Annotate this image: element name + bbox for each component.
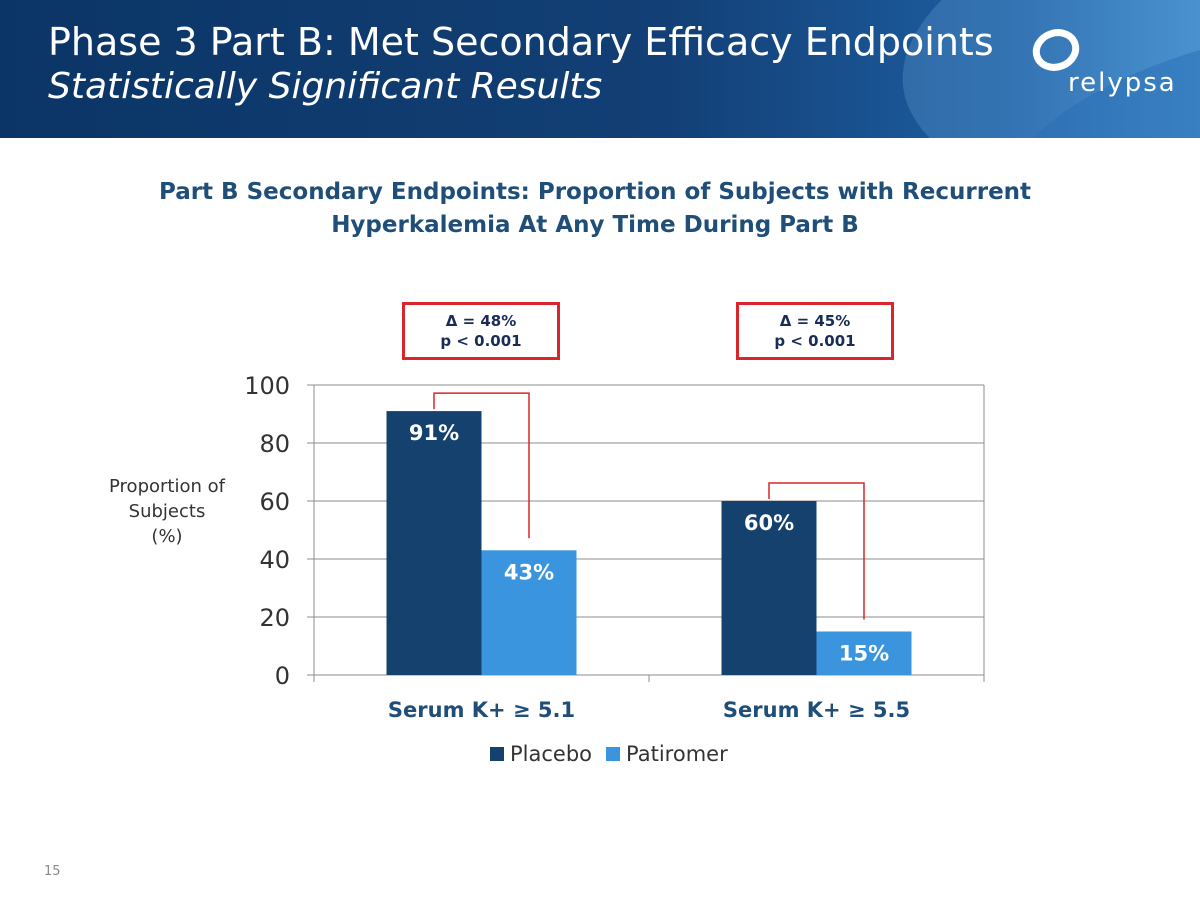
y-tick-label: 40 bbox=[259, 546, 290, 574]
y-axis-label: Proportion of Subjects (%) bbox=[92, 474, 242, 549]
y-axis-label-line: (%) bbox=[151, 526, 183, 547]
bar-placebo bbox=[721, 501, 817, 675]
p-value-text: p < 0.001 bbox=[774, 332, 856, 350]
y-tick-label: 60 bbox=[259, 488, 290, 516]
p-value-text: p < 0.001 bbox=[440, 332, 522, 350]
bar-patiromer bbox=[816, 631, 912, 675]
legend-label: Placebo bbox=[510, 742, 593, 766]
delta-text: Δ = 45% bbox=[779, 312, 851, 330]
bar-placebo bbox=[386, 411, 482, 675]
significance-bracket bbox=[433, 392, 530, 539]
y-tick-label: 100 bbox=[244, 372, 290, 400]
delta-text: Δ = 48% bbox=[445, 312, 517, 330]
slide-header: Phase 3 Part B: Met Secondary Efficacy E… bbox=[0, 0, 1200, 138]
y-tick-label: 20 bbox=[259, 604, 290, 632]
chart-legend: Placebo Patiromer bbox=[490, 742, 742, 766]
data-label: 60% bbox=[744, 511, 794, 535]
slide-title: Phase 3 Part B: Met Secondary Efficacy E… bbox=[48, 20, 994, 64]
x-category-label: Serum K+ ≥ 5.5 bbox=[723, 698, 910, 722]
bar-patiromer bbox=[481, 550, 577, 675]
y-axis-label-line: Proportion of bbox=[109, 476, 225, 497]
x-category-label: Serum K+ ≥ 5.1 bbox=[388, 698, 575, 722]
relypsa-logo-icon bbox=[1032, 29, 1080, 71]
data-label: 91% bbox=[409, 421, 459, 445]
chart-title: Part B Secondary Endpoints: Proportion o… bbox=[158, 179, 1032, 238]
y-axis-label-line: Subjects bbox=[128, 501, 206, 522]
y-tick-label: 0 bbox=[275, 662, 290, 690]
significance-bracket bbox=[768, 482, 865, 620]
data-label: 15% bbox=[839, 642, 889, 666]
data-label: 43% bbox=[504, 560, 554, 584]
y-tick-label: 80 bbox=[259, 430, 290, 458]
slide-subtitle: Statistically Significant Results bbox=[48, 66, 603, 107]
company-logo: relypsa bbox=[1068, 68, 1177, 98]
legend-label: Patiromer bbox=[626, 742, 728, 766]
page-number: 15 bbox=[44, 864, 61, 879]
legend-swatch bbox=[606, 747, 621, 761]
stat-annotation-box: Δ = 45% p < 0.001 bbox=[736, 302, 894, 360]
legend-item-patiromer: Patiromer bbox=[606, 742, 728, 766]
legend-swatch bbox=[490, 747, 504, 761]
stat-annotation-box: Δ = 48% p < 0.001 bbox=[402, 302, 560, 360]
legend-item-placebo: Placebo bbox=[490, 742, 592, 766]
